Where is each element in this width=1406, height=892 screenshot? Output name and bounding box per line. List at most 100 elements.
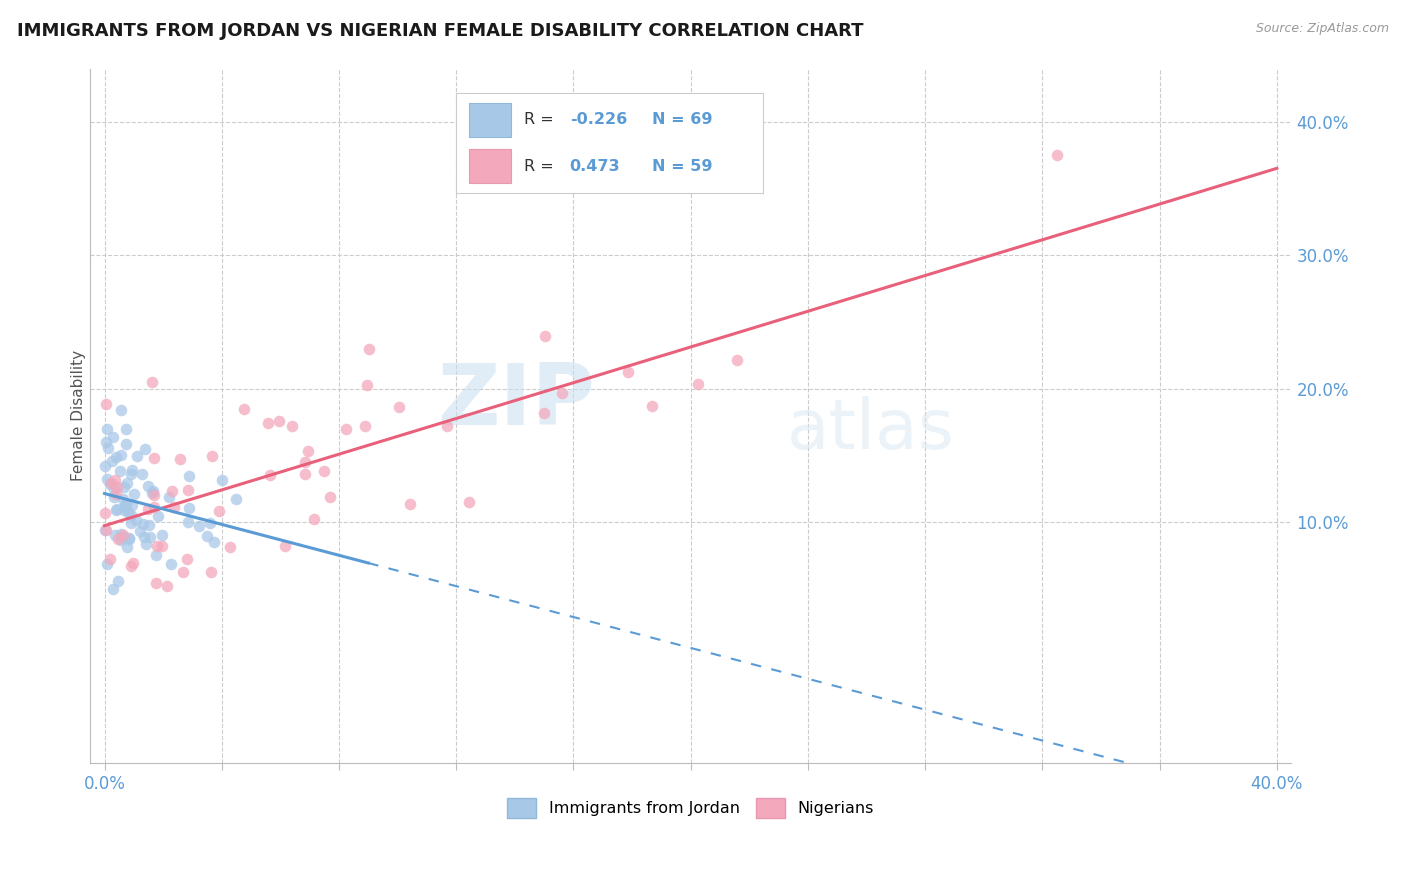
Point (399, 497, 422, 511)
Point (201, 449, 224, 463)
Point (118, 531, 141, 545)
Point (125, 449, 148, 463)
Point (107, 533, 129, 547)
Point (146, 509, 169, 524)
Point (725, 352, 748, 367)
Text: Source: ZipAtlas.com: Source: ZipAtlas.com (1256, 22, 1389, 36)
Point (617, 365, 640, 379)
Point (169, 451, 191, 466)
Point (534, 328, 557, 343)
Point (96, 523, 118, 537)
Point (641, 400, 664, 414)
Point (124, 486, 146, 500)
Point (160, 557, 183, 571)
Point (115, 498, 138, 512)
Point (312, 464, 335, 478)
Point (115, 475, 138, 490)
Point (388, 400, 411, 414)
Point (256, 416, 278, 430)
Point (134, 442, 156, 456)
Point (112, 530, 135, 544)
Point (259, 467, 281, 482)
Point (269, 414, 291, 428)
Text: IMMIGRANTS FROM JORDAN VS NIGERIAN FEMALE DISABILITY CORRELATION CHART: IMMIGRANTS FROM JORDAN VS NIGERIAN FEMAL… (17, 22, 863, 40)
Point (96, 558, 118, 572)
Point (141, 486, 163, 500)
Point (125, 513, 148, 527)
Point (105, 480, 128, 494)
Point (218, 541, 240, 555)
Point (294, 455, 316, 469)
Point (162, 500, 184, 515)
Point (103, 483, 125, 497)
Point (436, 418, 458, 433)
Point (138, 530, 160, 544)
Point (114, 437, 136, 451)
Point (122, 556, 145, 570)
Point (318, 490, 340, 504)
Point (142, 483, 165, 498)
Point (100, 454, 122, 468)
Point (117, 505, 139, 519)
Point (297, 444, 319, 458)
Point (142, 451, 165, 466)
Point (200, 566, 222, 580)
Point (177, 469, 200, 483)
Point (233, 401, 256, 416)
Point (551, 386, 574, 401)
Point (98, 551, 121, 566)
Point (120, 516, 142, 530)
Point (141, 375, 163, 389)
Point (93, 507, 115, 521)
Point (110, 448, 132, 462)
Point (145, 548, 167, 562)
Point (135, 536, 157, 550)
Point (202, 534, 225, 549)
Point (112, 480, 135, 494)
Point (176, 552, 198, 566)
Point (120, 508, 142, 522)
Point (112, 503, 135, 517)
Point (160, 484, 183, 499)
Point (353, 418, 375, 433)
Point (110, 403, 132, 417)
Point (357, 343, 380, 357)
Point (104, 473, 127, 487)
Point (686, 377, 709, 392)
Point (177, 483, 200, 497)
Point (281, 418, 304, 433)
Point (1046, 148, 1069, 162)
Point (172, 565, 194, 579)
Point (121, 498, 143, 512)
Point (94, 459, 117, 474)
Point (104, 503, 127, 517)
Point (136, 502, 159, 516)
Point (120, 558, 142, 573)
Point (96, 435, 118, 450)
Point (114, 499, 136, 513)
Point (108, 464, 131, 478)
Point (94, 397, 117, 411)
Point (150, 528, 173, 542)
Point (98, 476, 121, 491)
Point (177, 515, 200, 529)
Point (145, 576, 167, 591)
Point (114, 422, 136, 436)
Point (225, 491, 247, 506)
Point (198, 516, 221, 531)
Point (533, 406, 555, 420)
Point (101, 430, 124, 444)
Point (143, 488, 166, 502)
Point (96, 421, 118, 435)
Point (131, 467, 153, 481)
Point (117, 540, 139, 554)
Point (107, 574, 129, 588)
Point (121, 462, 143, 476)
Point (157, 490, 180, 504)
Point (356, 378, 378, 392)
Point (208, 504, 231, 518)
Point (96, 472, 118, 486)
Point (120, 467, 142, 481)
Point (294, 467, 316, 481)
Point (150, 539, 173, 553)
